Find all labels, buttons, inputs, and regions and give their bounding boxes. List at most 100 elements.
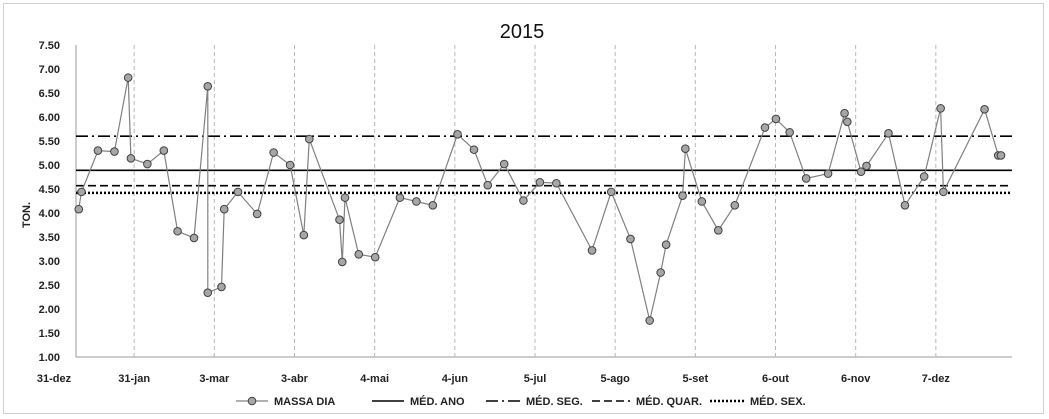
data-point: [285, 160, 295, 170]
data-point: [93, 146, 103, 155]
data-point: [840, 108, 849, 118]
y-tick-label: 6.00: [39, 112, 60, 124]
data-point: [233, 187, 243, 197]
data-point: [412, 197, 421, 206]
legend-label-2: MÉD. SEG.: [526, 395, 583, 408]
x-tick-label: 5-set: [682, 373, 708, 385]
y-tick-label: 4.50: [39, 184, 60, 196]
data-point: [110, 147, 119, 156]
x-tick-label: 31-jan: [118, 373, 150, 385]
x-tick-label: 7-dez: [922, 373, 951, 385]
legend-label-1: MÉD. ANO: [410, 395, 465, 408]
data-point: [587, 246, 597, 255]
data-point: [173, 226, 182, 236]
y-tick-label: 1.00: [39, 352, 60, 364]
y-tick-label: 3.00: [39, 256, 60, 268]
data-point: [219, 204, 229, 214]
data-point: [661, 240, 671, 249]
grid: [75, 45, 1012, 358]
reference-lines: [76, 135, 1012, 195]
data-point: [203, 81, 213, 91]
data-point: [919, 172, 929, 181]
data-point: [340, 193, 350, 202]
chart-title: 2015: [500, 21, 545, 43]
data-point: [697, 197, 707, 206]
data-point: [760, 123, 770, 132]
y-tick-label: 5.50: [39, 136, 60, 148]
data-point: [713, 225, 723, 235]
data-point: [656, 268, 665, 277]
data-point: [252, 209, 262, 219]
y-tick-label: 3.50: [39, 232, 60, 244]
data-point: [939, 187, 948, 197]
y-axis-label: TON.: [21, 202, 33, 228]
data-point: [354, 249, 364, 259]
x-tick-label: 6-out: [762, 373, 789, 385]
data-point: [428, 201, 438, 210]
data-point: [305, 134, 314, 144]
data-point: [801, 174, 811, 183]
data-point: [337, 257, 347, 267]
data-point: [996, 151, 1006, 160]
legend: MASSA DIA MÉD. ANO MÉD. SEG. MÉD. QUAR. MÉD.…: [236, 395, 806, 408]
y-tick-label: 4.00: [39, 208, 60, 220]
x-tick-label: 31-dez: [37, 373, 72, 385]
data-point: [785, 128, 794, 137]
data-point: [856, 167, 866, 177]
data-point: [645, 316, 654, 325]
data-point: [823, 169, 833, 178]
data-point: [269, 148, 278, 157]
x-tick-label: 6-nov: [841, 373, 871, 385]
series-massa-dia: [74, 73, 1006, 325]
legend-label-4: MÉD. SEX.: [750, 395, 806, 408]
y-tick-label: 7.50: [39, 40, 60, 52]
data-point: [203, 288, 213, 297]
data-point: [900, 201, 910, 210]
data-point: [606, 187, 616, 197]
data-point: [678, 191, 687, 201]
y-tick-labels: 1.00 1.50 2.00 2.50 3.00 3.50 4.00 4.50 5.00 5.50…: [39, 40, 60, 364]
chart-frame: [3, 3, 1044, 414]
data-point: [126, 153, 136, 163]
y-tick-label: 1.50: [39, 328, 60, 340]
x-tick-labels: 31-dez 31-jan 3-mar 3-abr 4-mai 4-jun 5-jul 5-a…: [37, 373, 951, 385]
data-point: [370, 252, 380, 262]
data-point: [771, 114, 781, 124]
x-tick-label: 5-ago: [600, 373, 630, 385]
y-tick-label: 7.00: [39, 64, 60, 76]
data-point: [299, 230, 309, 240]
data-point: [217, 282, 226, 292]
data-point: [681, 144, 690, 153]
data-point: [159, 146, 169, 155]
data-point: [862, 161, 871, 171]
data-point: [77, 187, 86, 197]
data-point: [519, 196, 528, 205]
legend-label-3: MÉD. QUAR.: [636, 395, 702, 408]
data-point: [843, 117, 852, 127]
data-point: [335, 215, 344, 225]
data-point: [730, 201, 740, 210]
data-point: [483, 180, 493, 190]
data-point: [143, 159, 152, 169]
x-tick-label: 3-mar: [199, 373, 230, 385]
y-tick-label: 2.00: [39, 304, 60, 316]
data-point: [74, 204, 84, 214]
x-tick-label: 4-mai: [360, 373, 389, 385]
y-tick-label: 5.00: [39, 160, 60, 172]
data-point: [884, 129, 893, 138]
x-tick-label: 5-jul: [524, 373, 547, 385]
data-point: [499, 159, 509, 169]
data-point: [535, 177, 545, 187]
data-point: [395, 193, 405, 202]
legend-marker: [247, 396, 257, 406]
x-tick-label: 3-abr: [281, 373, 309, 385]
data-point: [980, 105, 989, 114]
y-tick-label: 6.50: [39, 88, 60, 100]
x-tick-label: 4-jun: [442, 373, 469, 385]
data-point: [552, 178, 561, 188]
data-point: [453, 129, 462, 139]
data-point: [189, 233, 199, 243]
y-tick-label: 2.50: [39, 280, 60, 292]
data-point: [123, 73, 133, 82]
